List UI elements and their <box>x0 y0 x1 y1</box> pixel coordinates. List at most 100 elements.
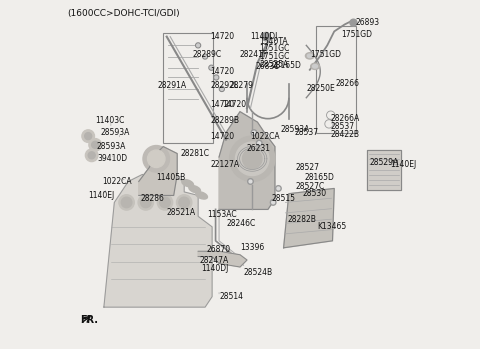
Circle shape <box>252 131 255 134</box>
Circle shape <box>160 197 170 208</box>
Text: 1140EJ: 1140EJ <box>88 191 114 200</box>
Text: 39410D: 39410D <box>97 154 127 163</box>
Circle shape <box>248 179 253 184</box>
Text: 28529A: 28529A <box>369 158 398 167</box>
Text: 1153AC: 1153AC <box>207 210 237 219</box>
Polygon shape <box>139 147 177 195</box>
Circle shape <box>203 54 207 59</box>
Text: 1540TA: 1540TA <box>259 37 288 46</box>
Text: 26231: 26231 <box>247 144 271 153</box>
Circle shape <box>220 88 223 90</box>
Polygon shape <box>219 112 275 209</box>
Text: 26870: 26870 <box>207 245 231 254</box>
Text: 1751GD: 1751GD <box>310 50 341 59</box>
Bar <box>163 33 213 143</box>
Text: 28593A: 28593A <box>100 128 130 137</box>
Text: 28286: 28286 <box>141 194 165 203</box>
Text: 28515: 28515 <box>271 194 295 203</box>
Text: 14720: 14720 <box>210 67 234 76</box>
Circle shape <box>258 142 261 144</box>
Text: 1140DJ: 1140DJ <box>202 264 229 273</box>
Text: 28281C: 28281C <box>180 149 210 158</box>
Circle shape <box>197 44 200 47</box>
Text: 26893: 26893 <box>355 18 379 27</box>
Text: 28593A: 28593A <box>280 125 310 134</box>
Circle shape <box>219 87 224 91</box>
Ellipse shape <box>189 186 201 193</box>
Text: 14720: 14720 <box>210 32 234 41</box>
Circle shape <box>209 65 214 70</box>
Text: 28524B: 28524B <box>243 268 273 277</box>
Text: 28247A: 28247A <box>200 255 229 265</box>
Circle shape <box>204 55 206 58</box>
Text: 1140EJ: 1140EJ <box>390 159 416 169</box>
Text: 28266: 28266 <box>336 79 360 88</box>
Circle shape <box>196 43 201 48</box>
Text: 28266A: 28266A <box>331 114 360 123</box>
Text: 28246C: 28246C <box>226 219 255 228</box>
Text: 26831: 26831 <box>256 62 280 71</box>
Ellipse shape <box>307 54 312 58</box>
Text: 1751GC: 1751GC <box>259 44 289 53</box>
Text: 28527C: 28527C <box>296 182 325 191</box>
Circle shape <box>119 195 134 210</box>
Polygon shape <box>284 188 334 248</box>
Circle shape <box>262 32 270 41</box>
Text: 1751GC: 1751GC <box>259 52 289 61</box>
Text: 28289C: 28289C <box>193 50 222 59</box>
Polygon shape <box>104 174 212 307</box>
Circle shape <box>138 195 154 210</box>
Circle shape <box>88 152 95 159</box>
Text: 11403C: 11403C <box>95 116 124 125</box>
Ellipse shape <box>182 180 193 187</box>
Text: 14720: 14720 <box>210 132 234 141</box>
Text: 1022CA: 1022CA <box>251 132 280 141</box>
Circle shape <box>214 75 219 80</box>
Text: 28291A: 28291A <box>158 81 187 90</box>
Text: 28593A: 28593A <box>97 142 126 151</box>
Text: 28165D: 28165D <box>271 61 301 70</box>
Text: 28292L: 28292L <box>210 81 239 90</box>
Text: 14720: 14720 <box>223 100 247 109</box>
Circle shape <box>157 195 173 210</box>
Circle shape <box>141 197 151 208</box>
Text: K13465: K13465 <box>317 222 346 231</box>
Text: FR.: FR. <box>80 315 98 325</box>
Circle shape <box>276 186 281 191</box>
Circle shape <box>210 66 213 69</box>
Circle shape <box>121 197 132 208</box>
Text: 1140DJ: 1140DJ <box>251 32 278 41</box>
Text: 22127A: 22127A <box>210 159 240 169</box>
Ellipse shape <box>305 53 314 59</box>
Text: 28521A: 28521A <box>167 208 196 217</box>
Text: 1022CA: 1022CA <box>102 177 132 186</box>
Text: 28514: 28514 <box>219 292 243 301</box>
Text: 28279: 28279 <box>229 81 253 90</box>
Bar <box>316 26 356 133</box>
Text: 28422B: 28422B <box>331 130 360 139</box>
Text: 28250E: 28250E <box>306 84 335 94</box>
Circle shape <box>350 19 357 26</box>
Circle shape <box>143 146 169 172</box>
Text: 28289B: 28289B <box>210 116 240 125</box>
Circle shape <box>85 149 98 162</box>
Circle shape <box>242 149 262 169</box>
Text: 28527: 28527 <box>296 163 320 172</box>
Text: 28282B: 28282B <box>287 215 316 224</box>
Polygon shape <box>367 150 400 190</box>
Circle shape <box>177 195 192 210</box>
Circle shape <box>272 201 275 204</box>
Circle shape <box>236 142 269 176</box>
Circle shape <box>251 130 257 135</box>
Circle shape <box>277 187 280 190</box>
Circle shape <box>256 140 262 146</box>
Text: 28537: 28537 <box>294 128 318 137</box>
Text: 28530: 28530 <box>303 189 327 198</box>
Circle shape <box>249 180 252 183</box>
Circle shape <box>82 130 95 142</box>
Ellipse shape <box>196 192 207 199</box>
Circle shape <box>179 197 190 208</box>
Circle shape <box>84 133 92 140</box>
Circle shape <box>270 200 276 205</box>
Text: 28165D: 28165D <box>305 173 335 183</box>
